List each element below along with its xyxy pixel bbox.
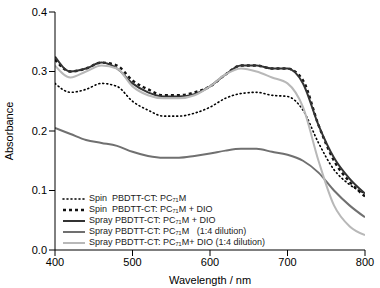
svg-text:600: 600 [201,256,219,268]
svg-text:0.2: 0.2 [32,125,47,137]
html-text:Spray PBDTT-CT: PC₇₁M + DIO: Spray PBDTT-CT: PC₇₁M + DIO [89,214,216,225]
svg-text:Wavelength / nm: Wavelength / nm [169,274,251,286]
svg-text:0.4: 0.4 [32,6,47,18]
svg-text:0.3: 0.3 [32,65,47,77]
svg-text:700: 700 [278,256,296,268]
svg-text:800: 800 [356,256,372,268]
svg-text:0.0: 0.0 [32,244,47,256]
html-text:Spin PBDTT-CT: PC₇₁M + DIO: Spin PBDTT-CT: PC₇₁M + DIO [89,203,213,214]
html-text:Spray PBDTT-CT: PC₇₁M (1:4 dil: Spray PBDTT-CT: PC₇₁M (1:4 dilution) [89,225,247,236]
html-text:Spin PBDTT-CT: PC₇₁M: Spin PBDTT-CT: PC₇₁M [89,192,187,203]
svg-text:Absorbance: Absorbance [8,102,15,161]
svg-text:400: 400 [46,256,64,268]
html-text:Spray PBDTT-CT: PC₇₁M+ DIO (1:: Spray PBDTT-CT: PC₇₁M+ DIO (1:4 dilution… [89,236,265,247]
svg-text:0.1: 0.1 [32,184,47,196]
svg-text:500: 500 [123,256,141,268]
